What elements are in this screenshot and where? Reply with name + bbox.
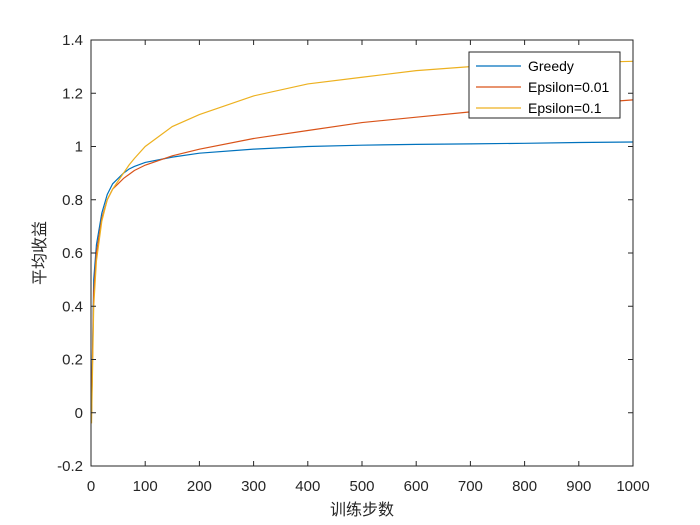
x-tick-label: 900	[566, 478, 591, 495]
x-tick-label: 500	[349, 478, 374, 495]
x-tick-label: 200	[187, 478, 212, 495]
x-tick-label: 300	[241, 478, 266, 495]
x-tick-label: 100	[133, 478, 158, 495]
series-line-1	[91, 141, 633, 413]
x-axis-label: 训练步数	[330, 500, 394, 519]
y-tick-label: 0.6	[62, 245, 83, 262]
tick-layer: 0 100 200 300 400 500 600 700 800 900 1000-0.200.2…	[57, 32, 650, 495]
legend-label-2: Epsilon=0.01	[528, 79, 610, 95]
y-tick-label: 1.4	[62, 32, 83, 49]
legend-box	[468, 51, 621, 119]
x-tick-label: 800	[512, 478, 537, 495]
legend-label-1: Greedy	[528, 58, 574, 74]
legend: Greedy Epsilon=0.01 Epsilon=0.1	[468, 51, 621, 119]
y-tick-label: -0.2	[57, 458, 83, 475]
x-tick-label: 600	[404, 478, 429, 495]
series-layer	[91, 60, 633, 424]
y-tick-label: 0	[75, 405, 83, 422]
y-axis-label: 平均收益	[30, 221, 49, 285]
y-tick-label: 1	[75, 139, 83, 156]
y-tick-label: 1.2	[62, 85, 83, 102]
legend-label-3: Epsilon=0.1	[528, 100, 602, 116]
series-line-3	[91, 60, 633, 424]
x-tick-label: 1000	[616, 478, 649, 495]
x-tick-label: 700	[458, 478, 483, 495]
y-tick-label: 0.4	[62, 298, 83, 315]
y-tick-label: 0.2	[62, 352, 83, 369]
x-tick-label: 400	[295, 478, 320, 495]
x-tick-label: 0	[87, 478, 95, 495]
y-tick-label: 0.8	[62, 192, 83, 209]
